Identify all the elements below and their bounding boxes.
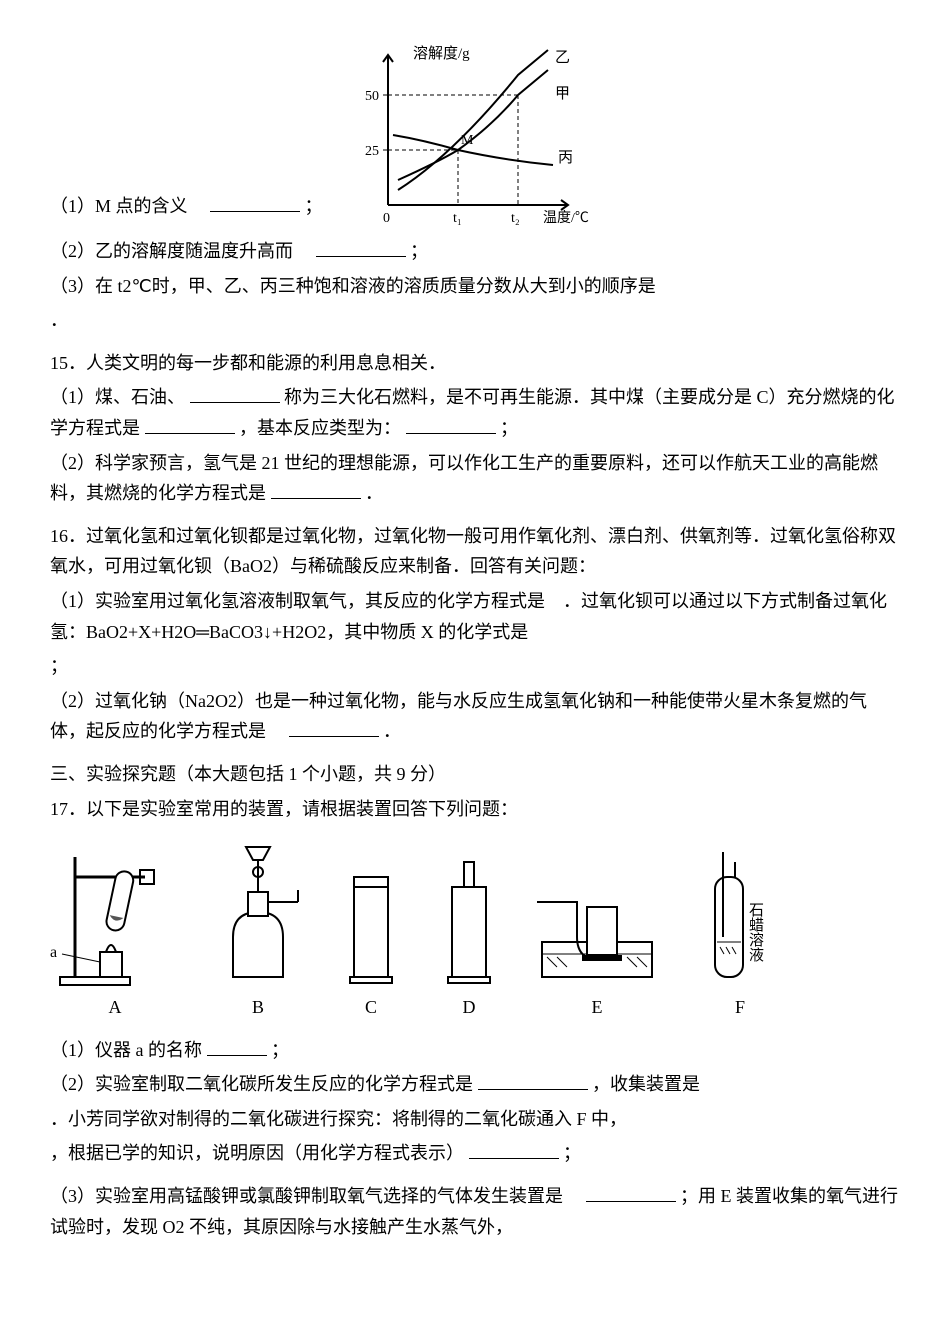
p17-q2a: （2）实验室制取二氧化碳所发生反应的化学方程式是 [50, 1074, 473, 1094]
q14-2-pre: （2）乙的溶解度随温度升高而 [50, 241, 311, 261]
p16-1a: （1）实验室用过氧化氢溶液制取氧气，其反应的化学方程式是 ．过氧化钡可以通过以下… [50, 591, 887, 642]
svg-text:50: 50 [365, 89, 379, 104]
svg-text:温度/℃: 温度/℃ [543, 210, 589, 226]
label-B: B [252, 992, 264, 1023]
apparatus-E: E [532, 842, 662, 1023]
svg-text:0: 0 [383, 211, 390, 226]
q14-3-line: （3）在 t2℃时，甲、乙、丙三种饱和溶液的溶质质量分数从大到小的顺序是 [50, 271, 900, 302]
p15-title: 15．人类文明的每一步都和能源的利用息息相关． [50, 348, 900, 379]
p17-q2-blank2[interactable] [469, 1140, 559, 1159]
svg-text:t₂: t₂ [511, 211, 520, 226]
q14-2-post: ； [410, 241, 428, 261]
label-A: A [109, 992, 122, 1023]
p15-1-blank3[interactable] [406, 415, 496, 434]
p15-2b: ． [365, 483, 383, 503]
p15-1c: ，基本反应类型为： [239, 418, 401, 438]
p17-q3a: （3）实验室用高锰酸钾或氯酸钾制取氧气选择的气体发生装置是 [50, 1186, 581, 1206]
p16-1b: ； [50, 656, 68, 676]
p15-1-blank1[interactable] [190, 384, 280, 403]
p15-1a: （1）煤、石油、 [50, 387, 185, 407]
p17-q1a: （1）仪器 a 的名称 [50, 1040, 202, 1060]
solubility-chart: 50 25 M 溶解度/g 乙 甲 丙 0 t₁ t₂ [343, 40, 603, 230]
q14-1-pre: （1）M 点的含义 [50, 196, 206, 216]
p17-q1b: ； [271, 1040, 289, 1060]
p15-1-blank2[interactable] [145, 415, 235, 434]
section3-title: 三、实验探究题（本大题包括 1 个小题，共 9 分） [50, 759, 900, 790]
svg-text:丙: 丙 [558, 150, 573, 166]
p16-2-blank[interactable] [289, 718, 379, 737]
p17-q2b: ，收集装置是 [592, 1074, 700, 1094]
q14-2-blank[interactable] [316, 238, 406, 257]
apparatus-B: B [208, 842, 308, 1023]
q14-1-blank[interactable] [210, 193, 300, 212]
apparatus-C: C [336, 842, 406, 1023]
p17-q1-blank[interactable] [207, 1037, 267, 1056]
p17-q3-blank[interactable] [586, 1183, 676, 1202]
svg-text:t₁: t₁ [453, 211, 462, 226]
p17-q2-blank1[interactable] [478, 1071, 588, 1090]
svg-text:甲: 甲 [555, 86, 570, 102]
svg-text:M: M [461, 133, 474, 148]
p17-q2d: ，根据已学的知识，说明原因（用化学方程式表示） [50, 1143, 464, 1163]
p17-title: 17．以下是实验室常用的装置，请根据装置回答下列问题： [50, 794, 900, 825]
p15-2a: （2）科学家预言，氢气是 21 世纪的理想能源，可以作化工生产的重要原料，还可以… [50, 453, 878, 504]
label-C: C [365, 992, 377, 1023]
p16-2a: （2）过氧化钠（Na2O2）也是一种过氧化物，能与水反应生成氢氧化钠和一种能使带… [50, 691, 867, 742]
svg-text:溶解度/g: 溶解度/g [413, 45, 470, 62]
label-D: D [463, 992, 476, 1023]
p15-2-blank[interactable] [271, 480, 361, 499]
q14-3-end: ． [50, 305, 900, 336]
svg-text:乙: 乙 [555, 50, 570, 66]
p17-q2e: ； [563, 1143, 581, 1163]
apparatus-F: 石蜡溶液 F [690, 842, 790, 1023]
apparatus-row: a A B C [50, 842, 900, 1023]
svg-text:石蜡溶液: 石蜡溶液 [747, 902, 764, 962]
solubility-chart-row: （1）M 点的含义 ； 50 25 [50, 40, 900, 230]
apparatus-D: D [434, 842, 504, 1023]
p16-2b: ． [383, 721, 401, 741]
p16-intro: 16．过氧化氢和过氧化钡都是过氧化物，过氧化物一般可用作氧化剂、漂白剂、供氧剂等… [50, 521, 900, 582]
q14-1-post: ； [305, 196, 323, 216]
p17-q2c: ．小芳同学欲对制得的二氧化碳进行探究：将制得的二氧化碳通入 F 中， [50, 1109, 627, 1129]
label-E: E [592, 992, 603, 1023]
svg-text:25: 25 [365, 144, 379, 159]
apparatus-A: a A [50, 842, 180, 1023]
label-F: F [735, 992, 745, 1023]
svg-text:a: a [50, 944, 57, 961]
p15-1d: ； [500, 418, 518, 438]
